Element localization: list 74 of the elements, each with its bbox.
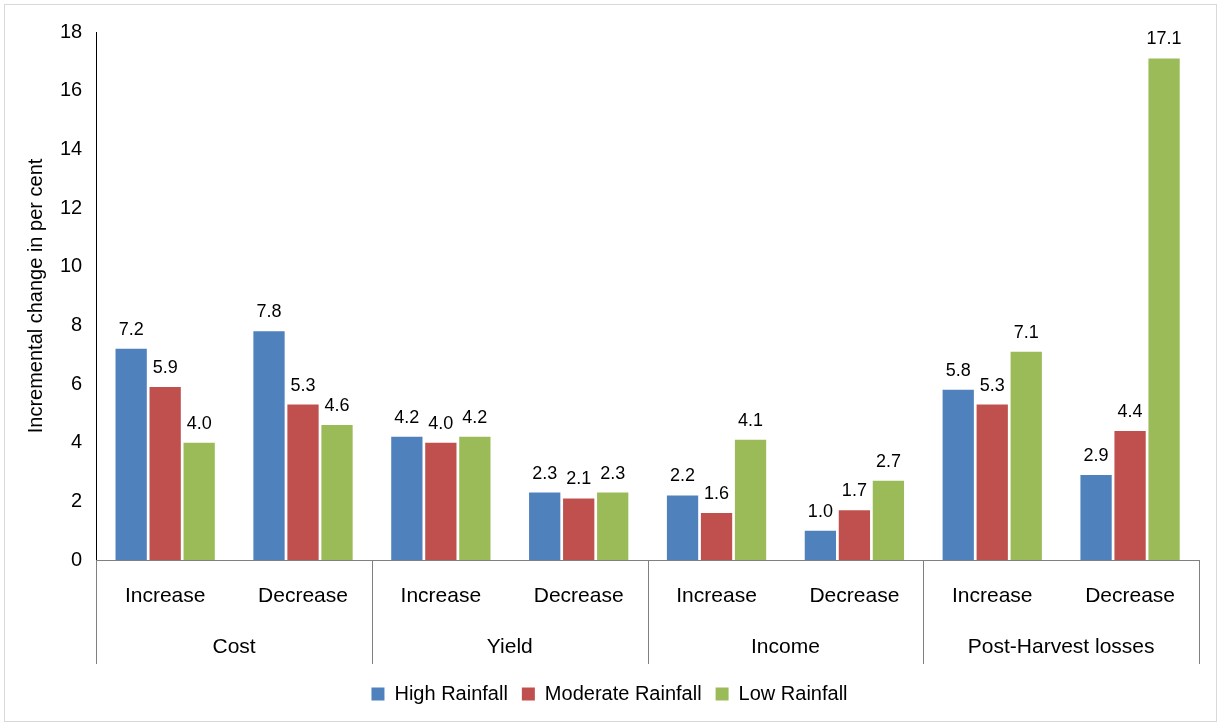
data-label: 2.3 [532, 462, 558, 483]
data-label: 4.2 [394, 406, 420, 427]
data-label: 2.9 [1083, 444, 1109, 465]
data-label: 2.1 [566, 468, 592, 489]
x-tick-label: Increase [676, 582, 757, 606]
bar [115, 348, 147, 560]
data-label: 2.7 [875, 450, 901, 471]
data-label: 4.0 [428, 412, 454, 433]
bar [1148, 58, 1180, 560]
data-label: 4.6 [324, 395, 350, 416]
bar [425, 442, 457, 560]
bar [976, 404, 1008, 560]
text: Yield [486, 633, 533, 657]
y-tick-label: 6 [71, 371, 83, 394]
bar [1114, 430, 1146, 560]
bar [597, 492, 629, 560]
bar [563, 498, 595, 560]
data-label: 4.0 [186, 412, 212, 433]
bar [1080, 474, 1112, 560]
y-tick-label: 16 [60, 78, 83, 101]
y-tick-label: 18 [60, 19, 83, 42]
y-tick-label: 0 [71, 547, 83, 570]
data-label: 2.3 [600, 462, 626, 483]
data-label: 2.2 [670, 465, 696, 486]
x-tick-label: Increase [400, 582, 482, 606]
data-label: 4.4 [1117, 400, 1143, 421]
data-label: 7.2 [118, 318, 144, 339]
data-label: 5.8 [945, 359, 971, 380]
y-tick-label: 12 [60, 195, 83, 218]
data-label: 17.1 [1146, 28, 1182, 49]
bar [804, 530, 837, 560]
bar [666, 495, 699, 560]
data-label: 5.3 [290, 374, 316, 395]
bar [253, 331, 285, 560]
data-label: 1.7 [841, 480, 867, 501]
data-label: 4.1 [738, 409, 764, 430]
data-label: 7.8 [256, 301, 282, 322]
y-tick-label: 4 [71, 430, 83, 453]
bar [1010, 351, 1042, 560]
y-tick-label: 8 [71, 312, 83, 335]
data-label: 5.3 [979, 374, 1005, 395]
bar [287, 404, 319, 560]
text: Cost [212, 633, 256, 657]
text: Income [751, 633, 820, 657]
y-tick-label: 14 [60, 136, 83, 159]
data-label: 4.2 [462, 406, 488, 427]
bar [942, 389, 974, 560]
y-axis-title: Incremental change in per cent [23, 158, 46, 434]
bar [391, 436, 423, 560]
y-tick-label: 2 [71, 488, 83, 511]
bar [529, 492, 561, 560]
data-label: 1.6 [704, 483, 730, 504]
legend-label: Low Rainfall [738, 681, 848, 704]
bar [183, 442, 215, 560]
bar [459, 436, 491, 560]
data-label: 7.1 [1013, 321, 1039, 342]
x-tick-label: Increase [124, 582, 206, 606]
bar [700, 513, 733, 560]
data-label: 5.9 [152, 356, 178, 377]
x-tick-label: Decrease [1085, 582, 1176, 606]
data-label: 1.0 [807, 500, 833, 521]
bar [838, 510, 871, 560]
x-tick-label: Increase [951, 582, 1033, 606]
legend-label: Moderate Rainfall [544, 681, 702, 704]
x-tick-label: Decrease [258, 582, 348, 606]
y-tick-label: 10 [60, 254, 83, 277]
text: Post-Harvest losses [967, 633, 1155, 657]
x-tick-label: Decrease [533, 582, 624, 606]
bar [149, 386, 181, 560]
bar [734, 439, 767, 560]
bar [872, 480, 905, 560]
bar [321, 425, 353, 560]
legend-label: High Rainfall [394, 681, 508, 704]
x-tick-label: Decrease [809, 582, 900, 606]
